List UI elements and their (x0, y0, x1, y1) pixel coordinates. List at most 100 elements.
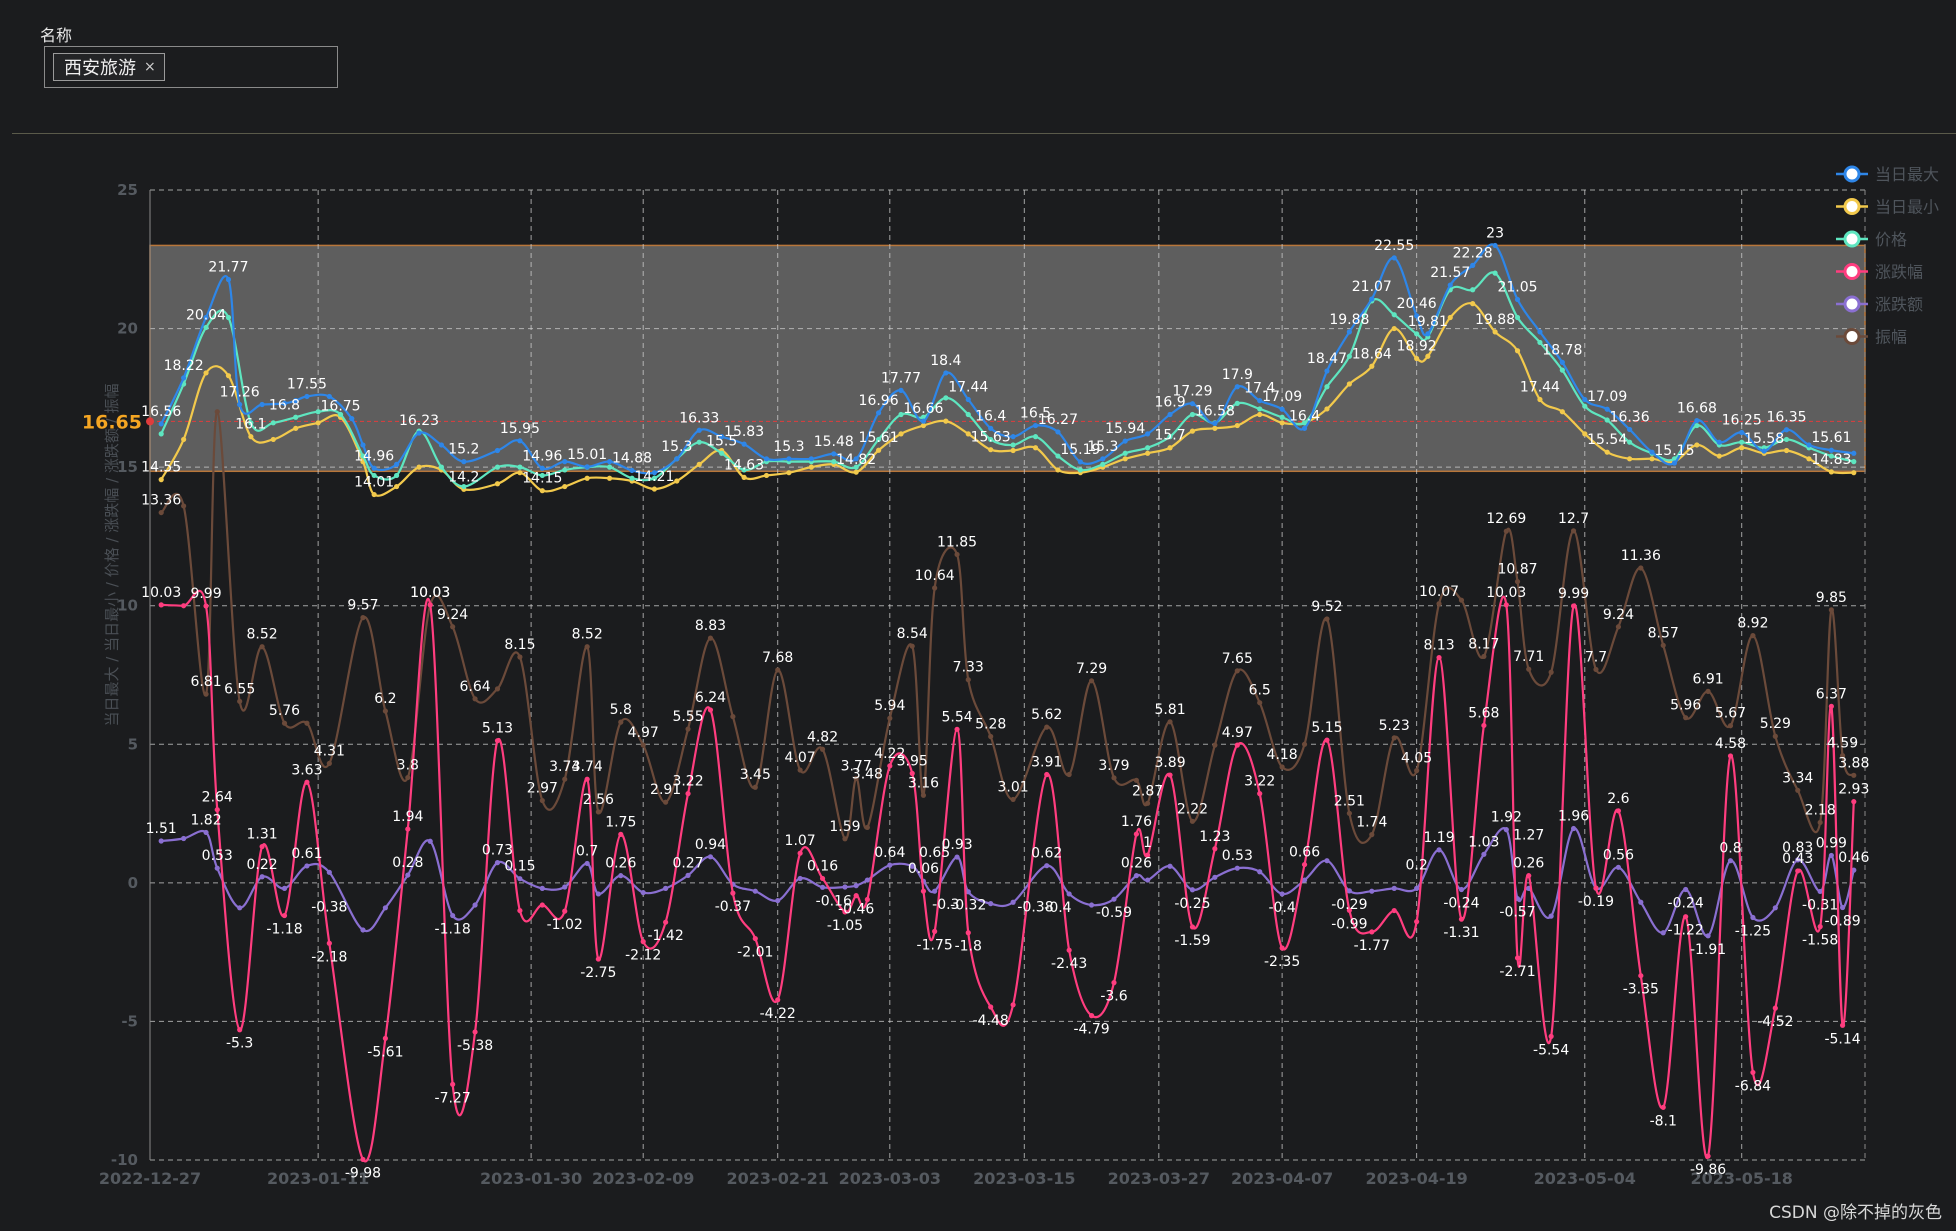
data-point-pct (584, 776, 590, 782)
data-point-amp (932, 585, 938, 591)
data-point-min (1425, 353, 1431, 359)
data-point-amp (494, 686, 501, 692)
data-point-amp (1705, 688, 1711, 694)
data-label-amp: 3.01 (998, 779, 1029, 795)
legend-item-max[interactable]: 当日最大 (1836, 165, 1939, 184)
data-point-chg (1839, 904, 1846, 911)
data-label-amp: 8.83 (695, 618, 726, 634)
data-label-pct: 1.76 (1121, 814, 1152, 830)
data-label-amp: 7.68 (762, 650, 793, 666)
data-point-price (651, 475, 658, 481)
data-point-pct (214, 807, 220, 813)
data-label-min: 19.81 (1408, 314, 1448, 330)
data-label-amp: 12.7 (1558, 511, 1589, 527)
data-point-amp (1526, 666, 1532, 672)
x-tick-label: 2023-02-09 (592, 1169, 694, 1188)
data-point-chg (1369, 888, 1375, 894)
data-label-pct: 1 (1143, 835, 1152, 851)
legend-item-amp[interactable]: 振幅 (1836, 328, 1907, 347)
data-point-min (1851, 470, 1857, 476)
data-label-pct: 5.54 (941, 709, 972, 725)
data-point-price (1391, 312, 1397, 318)
data-label-chg: 0.8 (1719, 841, 1741, 857)
data-point-chg (304, 863, 310, 869)
data-point-amp (1212, 742, 1218, 748)
data-point-min (315, 420, 321, 426)
data-point-amp (1638, 565, 1644, 571)
data-point-chg (1436, 847, 1442, 853)
tag-close-icon[interactable]: × (144, 59, 156, 75)
data-point-chg (1391, 885, 1397, 892)
data-label-pct: 4.22 (874, 746, 905, 762)
data-label-pct: 5.68 (1468, 705, 1499, 721)
data-point-max (237, 401, 243, 408)
legend-marker-chg (1843, 295, 1861, 313)
data-point-chg (1066, 891, 1072, 897)
data-point-price (1604, 417, 1610, 423)
data-label-amp: 2.18 (1805, 802, 1836, 818)
legend-item-price[interactable]: 价格 (1836, 230, 1907, 249)
data-point-price (1492, 270, 1498, 276)
data-point-amp (405, 774, 411, 781)
data-point-min (786, 470, 792, 476)
data-label-max: 17.55 (287, 376, 327, 392)
data-label-max: 21.05 (1497, 279, 1537, 295)
x-tick-label: 2023-03-15 (973, 1169, 1075, 1188)
legend-item-min[interactable]: 当日最小 (1836, 198, 1939, 217)
data-point-price (606, 464, 613, 470)
data-label-pct: 9.99 (1558, 586, 1589, 602)
data-point-min (1189, 428, 1196, 434)
data-point-max (1279, 406, 1285, 412)
data-label-amp: 13.36 (141, 493, 181, 509)
data-point-price (1032, 434, 1039, 440)
legend-item-chg[interactable]: 涨跌额 (1836, 295, 1923, 314)
data-point-price (1851, 459, 1857, 465)
data-point-pct (1851, 799, 1857, 805)
data-point-max (281, 400, 288, 406)
data-label-chg: -1.91 (1690, 942, 1726, 958)
data-label-chg: -0.3 (932, 897, 959, 913)
data-label-pct: -0.99 (1331, 916, 1367, 932)
data-point-max (225, 276, 232, 283)
data-point-amp (1828, 607, 1834, 613)
data-point-price (898, 411, 904, 418)
data-point-amp (1481, 653, 1487, 660)
data-label-max: 16.33 (679, 410, 719, 426)
data-label-amp: 10.07 (1419, 584, 1459, 600)
y-axis-title: 当日最大 / 当日最小 / 价格 / 涨跌幅 / 涨跌额 / 振幅 (103, 384, 121, 727)
data-point-max (562, 459, 568, 465)
data-point-min (606, 475, 613, 481)
data-point-min (1806, 456, 1812, 462)
data-point-pct (1369, 929, 1375, 935)
data-label-max: 18.22 (164, 358, 204, 374)
data-point-max (1828, 447, 1834, 453)
name-select[interactable]: 西安旅游 × (44, 46, 338, 88)
data-point-pct (707, 707, 714, 713)
data-point-pct (640, 939, 646, 945)
data-point-chg (259, 874, 265, 880)
data-point-max (1122, 438, 1128, 444)
data-point-chg (158, 838, 164, 844)
data-point-amp (1279, 764, 1285, 770)
data-point-max (1301, 425, 1308, 431)
data-point-max (1234, 384, 1240, 390)
data-point-price (1167, 434, 1173, 440)
data-point-max (203, 314, 209, 321)
data-label-amp: 5.28 (975, 717, 1006, 733)
legend-item-pct[interactable]: 涨跌幅 (1836, 263, 1923, 282)
data-point-amp (640, 742, 646, 748)
data-point-pct (1391, 907, 1397, 914)
data-label-max: 15.61 (1811, 430, 1851, 446)
data-point-max (461, 459, 467, 465)
data-label-max: 19.88 (1329, 312, 1369, 328)
data-label-min: 19.88 (1475, 312, 1515, 328)
data-point-amp (1088, 678, 1095, 684)
data-label-pct: 0.66 (1289, 845, 1320, 861)
series-line-amp (160, 410, 1855, 844)
data-point-pct (1088, 1013, 1095, 1019)
data-point-min (203, 370, 209, 376)
data-label-min: 14.2 (448, 469, 479, 485)
data-point-chg (988, 901, 994, 907)
x-tick-label: 2023-05-18 (1691, 1169, 1793, 1188)
data-point-min (371, 491, 377, 498)
